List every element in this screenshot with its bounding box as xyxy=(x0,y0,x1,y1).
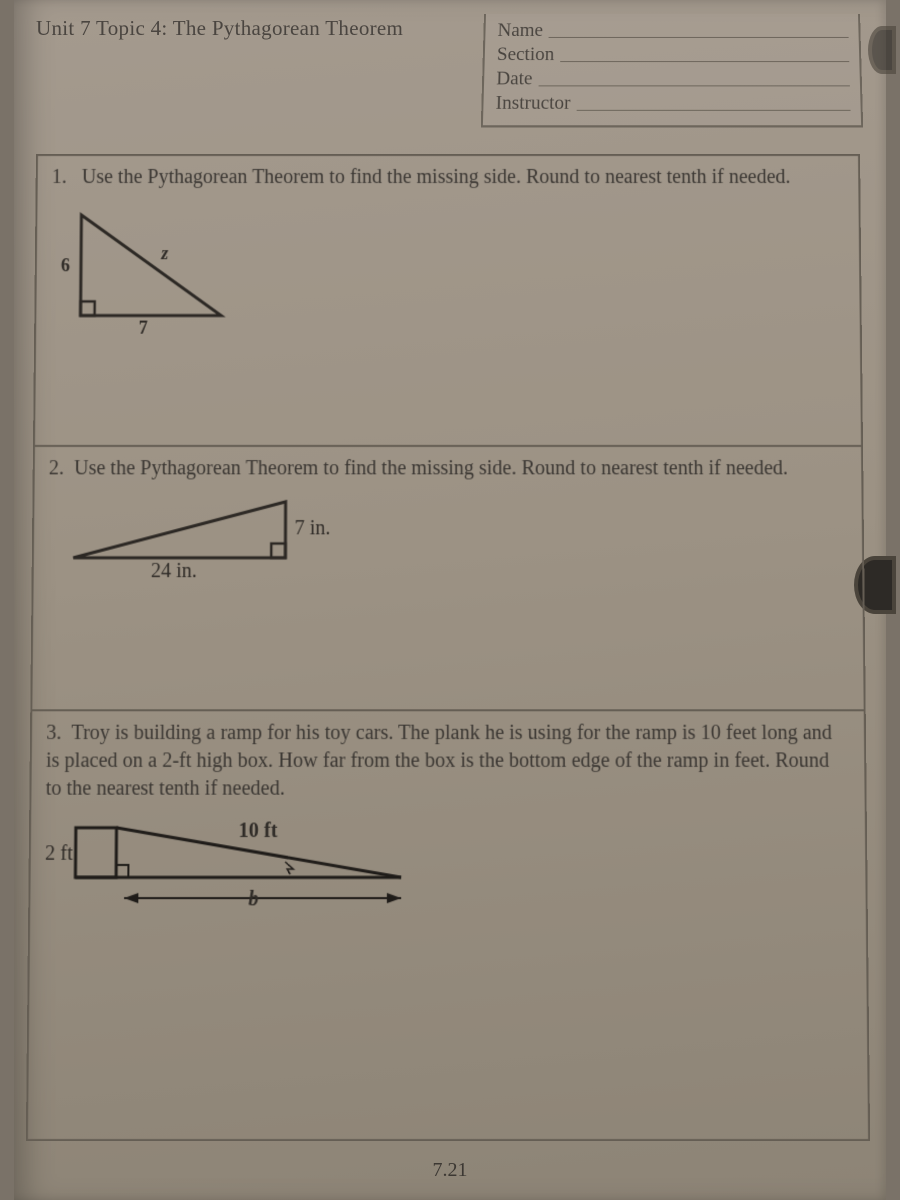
triangle-1: 6 7 z xyxy=(50,205,242,336)
plank-length-label: 10 ft xyxy=(238,819,277,843)
problem-list: 1. Use the Pythagorean Theorem to find t… xyxy=(26,154,870,1141)
triangle-2-svg xyxy=(68,497,331,576)
page-number: 7.21 xyxy=(14,1159,886,1182)
problem-3: 3. Troy is building a ramp for his toy c… xyxy=(28,711,868,1141)
problem-3-number: 3. xyxy=(46,722,61,745)
leg-horizontal-label: 7 xyxy=(139,318,148,339)
triangle-2: 7 in. 24 in. xyxy=(68,497,331,578)
worksheet-header: Unit 7 Topic 4: The Pythagorean Theorem … xyxy=(36,14,860,126)
problem-1: 1. Use the Pythagorean Theorem to find t… xyxy=(35,156,861,447)
blank-line[interactable] xyxy=(560,61,849,62)
box-height-label: 2 ft xyxy=(45,842,73,866)
leg-vertical-label: 7 in. xyxy=(295,517,331,540)
problem-2: 2. Use the Pythagorean Theorem to find t… xyxy=(32,447,863,711)
label-date: Date xyxy=(496,68,533,90)
leg-horizontal-label: 24 in. xyxy=(151,560,197,583)
field-instructor: Instructor xyxy=(495,92,850,114)
worksheet-page: Unit 7 Topic 4: The Pythagorean Theorem … xyxy=(14,0,886,1200)
problem-1-prompt: Use the Pythagorean Theorem to find the … xyxy=(82,166,791,188)
hypotenuse-label: z xyxy=(161,243,168,264)
problem-1-text: 1. Use the Pythagorean Theorem to find t… xyxy=(52,164,845,191)
field-date: Date xyxy=(496,68,850,90)
label-section: Section xyxy=(497,44,555,66)
problem-2-text: 2. Use the Pythagorean Theorem to find t… xyxy=(49,455,847,482)
triangle-1-svg xyxy=(50,205,242,336)
blank-line[interactable] xyxy=(538,85,849,86)
label-instructor: Instructor xyxy=(495,92,570,114)
problem-3-prompt: Troy is building a ramp for his toy cars… xyxy=(46,722,832,800)
blank-line[interactable] xyxy=(577,110,851,111)
sheet-content: Unit 7 Topic 4: The Pythagorean Theorem … xyxy=(14,0,886,1200)
field-name: Name xyxy=(497,20,848,42)
leg-vertical-label: 6 xyxy=(61,255,70,276)
base-length-label: b xyxy=(248,888,258,912)
problem-1-number: 1. xyxy=(52,166,67,188)
blank-line[interactable] xyxy=(549,37,849,38)
label-name: Name xyxy=(497,20,543,42)
problem-3-text: 3. Troy is building a ramp for his toy c… xyxy=(46,720,851,803)
ramp-diagram: 2 ft 10 ft b xyxy=(45,817,432,910)
problem-2-number: 2. xyxy=(49,457,64,479)
student-info-box: Name Section Date Instructor xyxy=(481,14,863,127)
problem-2-prompt: Use the Pythagorean Theorem to find the … xyxy=(74,457,788,479)
unit-title: Unit 7 Topic 4: The Pythagorean Theorem xyxy=(36,14,464,41)
field-section: Section xyxy=(497,44,850,66)
